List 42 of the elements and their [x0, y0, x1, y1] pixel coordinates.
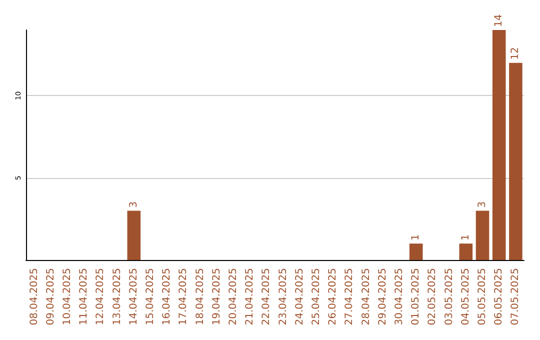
x-tick-label: 27.04.2025	[344, 268, 356, 326]
data-label: 14	[494, 14, 505, 27]
bar	[476, 210, 490, 260]
x-tick-label: 17.04.2025	[178, 268, 190, 326]
x-tick-label: 13.04.2025	[112, 268, 123, 326]
x-tick-label: 06.05.2025	[494, 268, 505, 326]
x-tick-label: 25.04.2025	[311, 268, 322, 326]
x-tick-label: 23.04.2025	[278, 268, 289, 326]
data-label: 3	[128, 201, 140, 208]
x-tick-label: 03.05.2025	[444, 268, 455, 326]
x-tick-label: 29.04.2025	[377, 268, 388, 326]
x-tick-label: 20.04.2025	[228, 268, 239, 326]
x-tick-label: 22.04.2025	[261, 268, 272, 326]
x-tick-label: 19.04.2025	[211, 268, 222, 326]
x-tick-label: 02.05.2025	[427, 268, 438, 326]
x-tick-label: 18.04.2025	[194, 268, 206, 326]
data-label: 1	[410, 234, 422, 241]
x-tick-label: 28.04.2025	[360, 268, 372, 326]
x-tick-label: 01.05.2025	[410, 268, 422, 326]
bar	[409, 244, 423, 260]
data-label: 12	[510, 47, 522, 60]
bar	[509, 62, 522, 260]
x-tick-label: 11.04.2025	[78, 268, 90, 326]
x-tick-label: 04.05.2025	[460, 268, 472, 326]
x-tick-label: 07.05.2025	[510, 268, 522, 326]
x-tick-label: 14.04.2025	[128, 268, 140, 326]
x-tick-label: 05.05.2025	[477, 268, 488, 326]
bar	[127, 210, 141, 260]
x-tick-label: 24.04.2025	[294, 268, 306, 326]
x-tick-label: 16.04.2025	[162, 268, 173, 326]
x-tick-label: 15.04.2025	[145, 268, 156, 326]
x-tick-label: 08.04.2025	[28, 268, 40, 326]
data-label: 3	[477, 201, 488, 208]
x-tick-label: 30.04.2025	[394, 268, 405, 326]
x-tick-label: 09.04.2025	[45, 268, 56, 326]
data-label: 1	[460, 234, 472, 241]
x-tick-label: 12.04.2025	[95, 268, 106, 326]
x-tick-label: 10.04.2025	[62, 268, 73, 326]
x-tick-label: 26.04.2025	[328, 268, 339, 326]
bar	[459, 244, 473, 260]
bar	[492, 30, 506, 260]
x-tick-label: 21.04.2025	[244, 268, 256, 326]
